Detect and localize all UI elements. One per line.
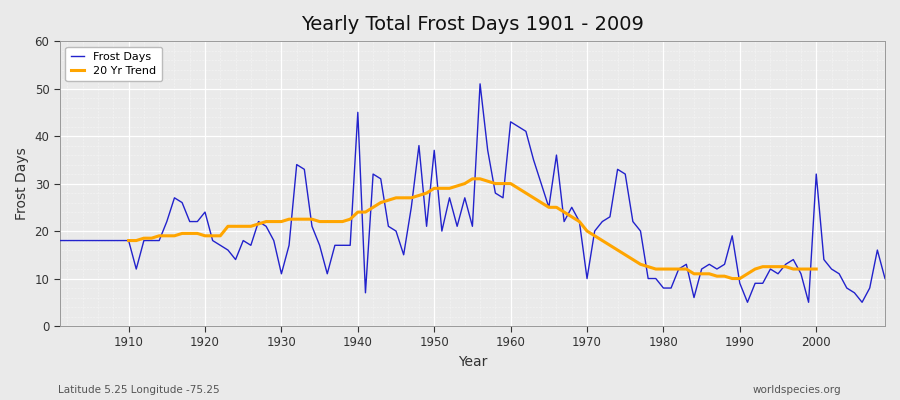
20 Yr Trend: [811, 267, 822, 272]
Line: 20 Yr Trend: 20 Yr Trend: [129, 179, 816, 278]
Title: Yearly Total Frost Days 1901 - 2009: Yearly Total Frost Days 1901 - 2009: [301, 15, 644, 34]
Frost Days: [474, 82, 485, 86]
Line: Frost Days: Frost Days: [59, 84, 885, 302]
Frost Days: [115, 238, 126, 243]
X-axis label: Year: Year: [458, 355, 487, 369]
Text: worldspecies.org: worldspecies.org: [753, 385, 842, 395]
20 Yr Trend: [467, 176, 478, 181]
20 Yr Trend: [284, 217, 294, 222]
20 Yr Trend: [207, 234, 218, 238]
Frost Days: [284, 243, 294, 248]
20 Yr Trend: [727, 276, 738, 281]
20 Yr Trend: [528, 196, 539, 200]
Frost Days: [605, 214, 616, 219]
Frost Days: [505, 120, 516, 124]
Text: Latitude 5.25 Longitude -75.25: Latitude 5.25 Longitude -75.25: [58, 385, 220, 395]
Frost Days: [742, 300, 753, 305]
Frost Days: [513, 124, 524, 129]
20 Yr Trend: [299, 217, 310, 222]
Frost Days: [879, 276, 890, 281]
Legend: Frost Days, 20 Yr Trend: Frost Days, 20 Yr Trend: [66, 47, 162, 81]
Frost Days: [54, 238, 65, 243]
Y-axis label: Frost Days: Frost Days: [15, 147, 29, 220]
20 Yr Trend: [803, 267, 814, 272]
Frost Days: [329, 243, 340, 248]
20 Yr Trend: [123, 238, 134, 243]
20 Yr Trend: [712, 274, 723, 278]
